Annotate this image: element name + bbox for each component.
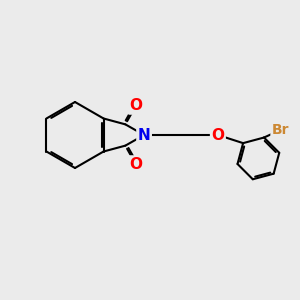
- Text: O: O: [212, 128, 224, 142]
- Text: N: N: [138, 128, 151, 142]
- Text: O: O: [129, 157, 142, 172]
- Text: Br: Br: [272, 123, 289, 137]
- Text: O: O: [129, 98, 142, 113]
